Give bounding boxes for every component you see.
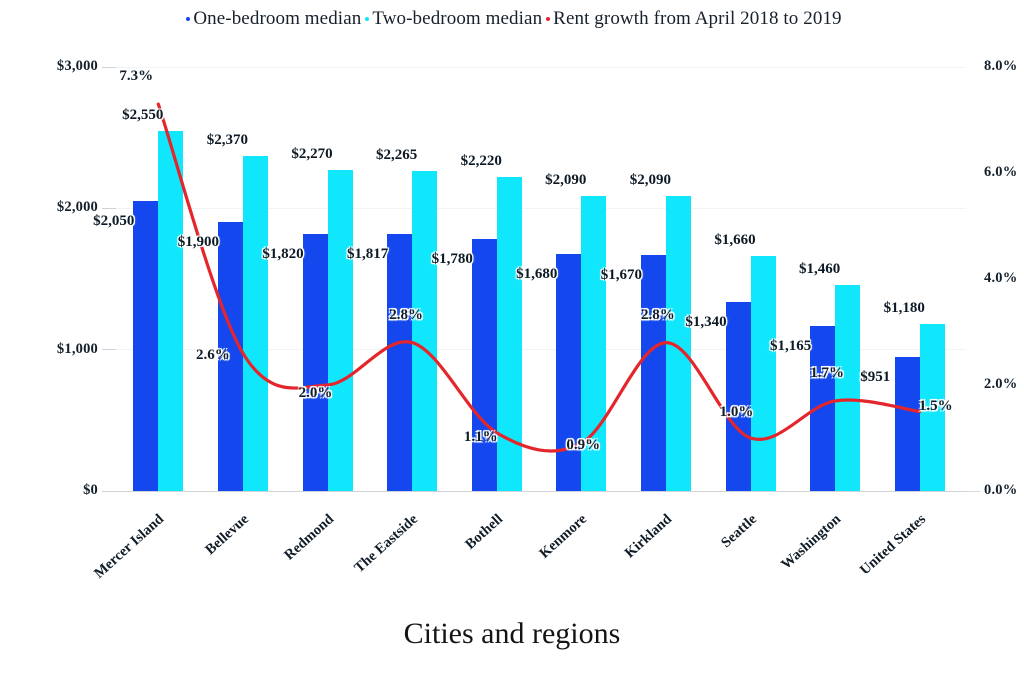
line-point-label: 2.6% [196, 347, 230, 364]
x-axis-category-label[interactable]: Washington [778, 511, 845, 573]
legend-item-rent-growth[interactable]: Rent growth from April 2018 to 2019 [542, 8, 842, 30]
line-point-label: 2.0% [298, 385, 333, 401]
bar-two-bedroom[interactable] [327, 170, 353, 491]
y-axis-tickmark [102, 207, 116, 209]
bar-label-one-bedroom: $1,340 [685, 313, 727, 330]
line-point-label: 1.0% [719, 404, 754, 420]
x-axis-category-label[interactable]: Seattle [717, 511, 760, 552]
bar-label-one-bedroom: $951 [860, 368, 891, 385]
bar-one-bedroom[interactable] [556, 253, 582, 491]
bar-label-two-bedroom: $2,550 [122, 106, 164, 123]
y2-axis-tick-label: 2.0% [984, 376, 1018, 392]
bar-label-two-bedroom: $1,460 [798, 260, 841, 277]
x-axis-baseline [116, 490, 966, 492]
line-point-label: 1.5% [918, 397, 953, 414]
y2-axis-tickmark [964, 490, 980, 492]
bar-label-two-bedroom: $2,090 [629, 171, 672, 188]
y-axis-tickmark [102, 66, 116, 68]
line-point-label: 2.8% [641, 306, 675, 323]
x-axis-category-label[interactable]: Bothell [462, 511, 506, 553]
x-axis-category-label[interactable]: The Eastside [351, 511, 422, 577]
dot-icon [186, 17, 191, 21]
bar-label-two-bedroom: $2,270 [291, 146, 333, 163]
x-axis-category-label[interactable]: Redmond [280, 511, 337, 564]
legend-item-two-bedroom[interactable]: Two-bedroom median [361, 8, 542, 30]
y-axis-tick-label: $2,000 [56, 199, 98, 216]
bar-one-bedroom[interactable] [387, 234, 413, 491]
legend-label: One-bedroom median [193, 8, 362, 29]
bar-label-one-bedroom: $2,050 [93, 213, 135, 230]
bar-label-two-bedroom: $1,660 [714, 232, 756, 249]
legend-item-one-bedroom[interactable]: One-bedroom median [182, 8, 361, 30]
bar-label-one-bedroom: $1,817 [346, 246, 389, 263]
line-point-label: 0.9% [566, 437, 601, 454]
bar-label-one-bedroom: $1,820 [262, 245, 304, 262]
bar-one-bedroom[interactable] [133, 201, 159, 491]
x-axis-category-label[interactable]: Kirkland [621, 511, 675, 562]
y2-axis-tick-label: 0.0% [984, 482, 1018, 498]
chart-legend: One-bedroom median Two-bedroom median Re… [0, 8, 1024, 30]
legend-label: Rent growth from April 2018 to 2019 [553, 8, 842, 29]
x-axis-category-label[interactable]: United States [856, 511, 929, 579]
bar-two-bedroom[interactable] [750, 256, 776, 491]
y-axis-tick-label: $3,000 [56, 58, 98, 74]
bar-two-bedroom[interactable] [158, 130, 184, 491]
x-axis-category-label[interactable]: Bellevue [202, 511, 252, 559]
bar-two-bedroom[interactable] [919, 324, 945, 491]
bar-label-two-bedroom: $1,180 [883, 300, 925, 317]
y-axis-tickmark [102, 490, 116, 492]
y-axis-tick-label: $0 [83, 482, 98, 498]
y2-axis-tick-label: 6.0% [984, 164, 1018, 180]
line-point-label: 2.8% [389, 306, 423, 323]
x-axis-category-label[interactable]: Kenmore [536, 511, 591, 562]
bar-label-two-bedroom: $2,265 [375, 146, 418, 163]
bar-label-two-bedroom: $2,220 [460, 153, 502, 170]
gridline [116, 66, 966, 68]
bar-label-two-bedroom: $2,370 [206, 132, 249, 149]
y2-axis-tick-label: 4.0% [984, 270, 1018, 286]
bar-label-one-bedroom: $1,780 [431, 251, 473, 268]
dot-icon [546, 17, 551, 21]
bar-label-one-bedroom: $1,670 [600, 266, 643, 283]
y-axis-tickmark [102, 349, 116, 351]
line-point-label: 1.7% [810, 364, 844, 381]
bar-one-bedroom[interactable] [302, 233, 328, 491]
bar-label-two-bedroom: $2,090 [545, 171, 587, 188]
bar-label-one-bedroom: $1,900 [177, 234, 220, 251]
line-point-label: 1.1% [463, 428, 498, 445]
legend-label: Two-bedroom median [372, 8, 543, 29]
x-axis-category-label[interactable]: Mercer Island [91, 511, 168, 582]
line-point-label: 7.3% [119, 68, 154, 85]
bar-two-bedroom[interactable] [242, 156, 268, 491]
dot-icon [365, 17, 370, 21]
bar-label-one-bedroom: $1,680 [516, 265, 558, 282]
bar-two-bedroom[interactable] [412, 170, 438, 491]
y2-axis-tick-label: 8.0% [984, 58, 1018, 74]
x-axis-title: Cities and regions [403, 617, 621, 650]
bar-label-one-bedroom: $1,165 [769, 338, 812, 355]
bar-one-bedroom[interactable] [640, 254, 666, 491]
y-axis-tick-label: $1,000 [56, 340, 98, 357]
